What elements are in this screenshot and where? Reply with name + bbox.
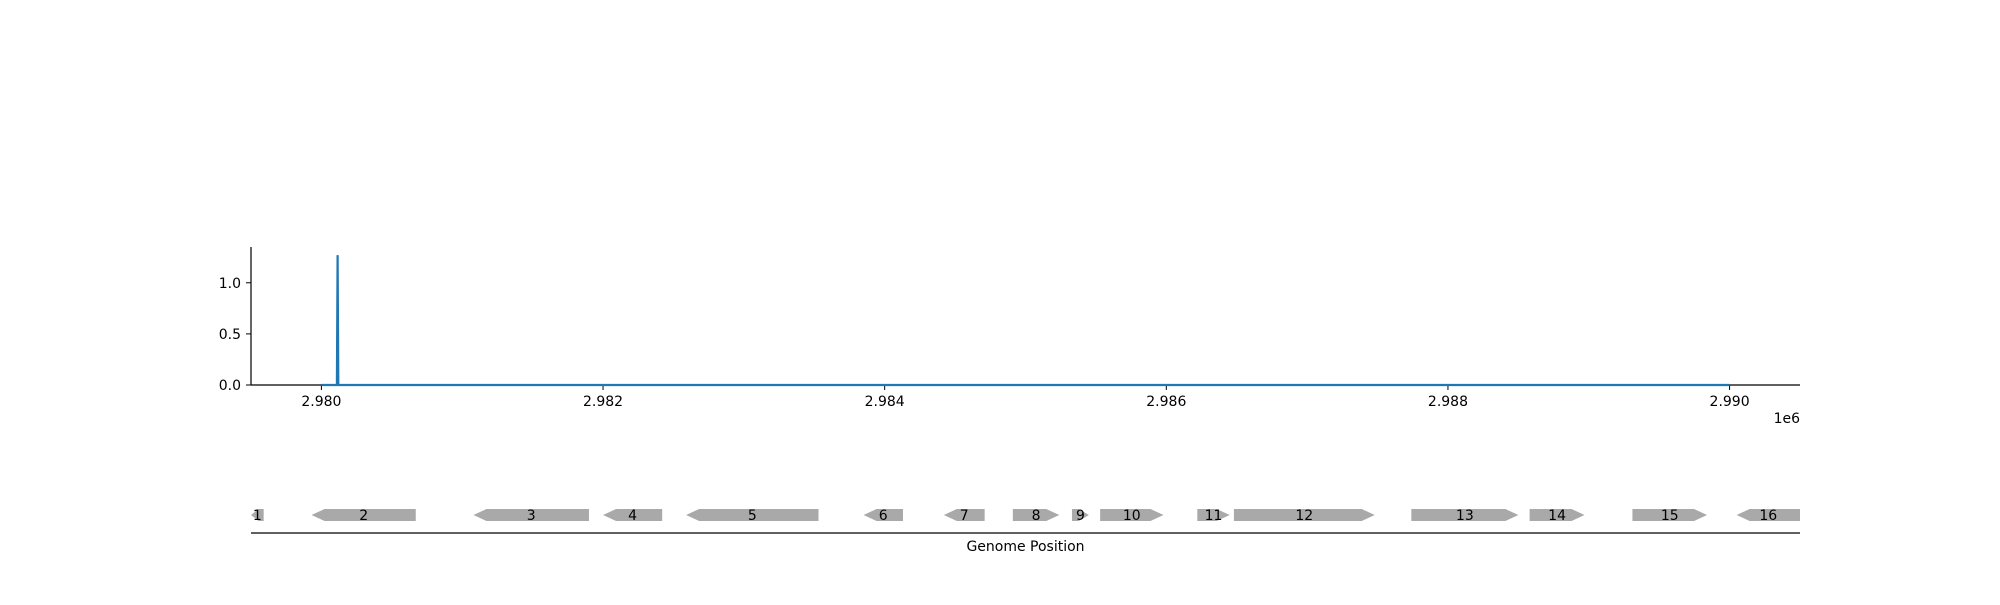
gene-label: 14 xyxy=(1548,508,1566,524)
y-tick-label: 0.0 xyxy=(219,378,241,394)
gene-feature xyxy=(1411,509,1519,521)
coverage-line xyxy=(321,255,1730,387)
gene-feature xyxy=(1529,509,1585,521)
gene-feature xyxy=(1736,509,1800,521)
gene-label: 15 xyxy=(1661,508,1679,524)
x-tick-label: 2.990 xyxy=(1710,394,1750,410)
gene-feature xyxy=(1632,509,1708,521)
gene-label: 9 xyxy=(1076,508,1085,524)
x-offset-label: 1e6 xyxy=(1774,411,1801,427)
x-axis-label: Genome Position xyxy=(966,539,1084,555)
gene-feature xyxy=(1100,509,1164,521)
gene-label: 2 xyxy=(359,508,368,524)
gene-label: 13 xyxy=(1456,508,1474,524)
gene-label: 3 xyxy=(527,508,536,524)
x-tick-label: 2.988 xyxy=(1428,394,1468,410)
gene-label: 7 xyxy=(960,508,969,524)
gene-feature xyxy=(311,509,416,521)
gene-feature xyxy=(473,509,589,521)
gene-feature xyxy=(686,509,819,521)
gene-feature xyxy=(943,509,985,521)
x-tick-label: 2.980 xyxy=(301,394,341,410)
gene-label: 1 xyxy=(253,508,262,524)
x-tick-label: 2.984 xyxy=(865,394,905,410)
gene-feature xyxy=(863,509,903,521)
gene-feature xyxy=(1197,509,1230,521)
coverage-plot: 0.0 0.5 1.0 2.980 2.982 2.984 2.986 2.988 2.990 1… xyxy=(219,247,1800,427)
y-tick-label: 0.5 xyxy=(219,327,241,343)
gene-feature xyxy=(1233,509,1375,521)
gene-label: 4 xyxy=(628,508,637,524)
gene-label: 6 xyxy=(879,508,888,524)
gene-label: 5 xyxy=(748,508,757,524)
y-tick-label: 1.0 xyxy=(219,276,241,292)
gene-label: 10 xyxy=(1123,508,1141,524)
gene-label: 16 xyxy=(1759,508,1777,524)
gene-feature xyxy=(251,509,264,521)
gene-feature xyxy=(1071,509,1089,521)
gene-feature xyxy=(1012,509,1060,521)
gene-label: 12 xyxy=(1295,508,1313,524)
gene-feature xyxy=(603,509,663,521)
x-tick-label: 2.982 xyxy=(583,394,623,410)
x-tick-label: 2.986 xyxy=(1146,394,1186,410)
gene-label: 11 xyxy=(1205,508,1223,524)
gene-label: 8 xyxy=(1032,508,1041,524)
